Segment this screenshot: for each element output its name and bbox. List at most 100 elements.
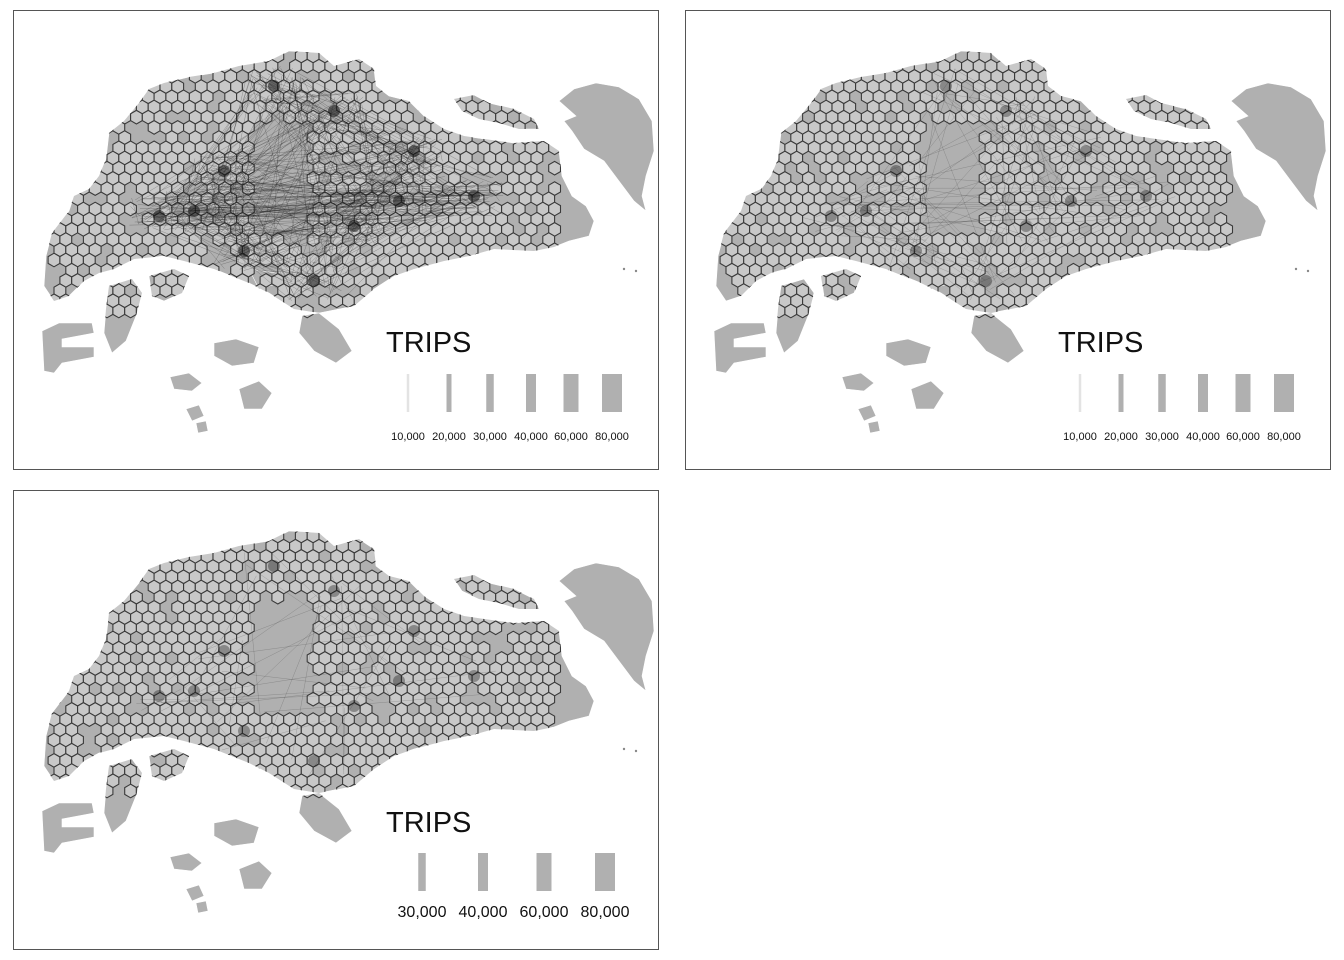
flow-line [346,129,429,164]
flow-line [385,145,504,216]
flow-line [898,123,1032,270]
hexagon-cell [124,783,137,799]
trip-hotspot [940,80,952,92]
hexagon-cell [188,752,202,768]
hexagon-cell [412,752,426,768]
flow-line [329,100,410,161]
hexagon-cell [1114,79,1128,95]
hexagon-cell [453,763,467,779]
hexagon-cell [1090,262,1104,278]
hexagon-cell [59,610,73,626]
flow-line [164,183,422,231]
flow-line [406,190,499,192]
hexagon-cell [395,763,408,779]
flow-line [933,73,1101,149]
flow-line [398,131,419,193]
hexagon-cell [212,752,226,768]
hexagon-cell [436,732,450,748]
hexagon-cell [94,589,108,605]
flow-line [249,94,314,267]
flow-line [170,68,277,209]
flow-line [321,234,364,273]
hexagon-cell [124,79,137,95]
flow-line [916,188,1006,278]
flow-line [353,96,380,228]
hexagon-cell [247,531,261,544]
hexagon-cell [1196,303,1210,319]
flow-line [243,204,483,271]
hexagon-cell [400,752,414,768]
flow-line [152,227,328,299]
hexagon-cell [884,293,898,309]
flow-line [173,199,358,219]
land-polygon [1230,82,1327,212]
flow-line [338,110,357,125]
flow-line [209,172,215,199]
flow-line [170,93,252,218]
hexagon-cell [130,548,143,564]
hexagon-cell [265,783,279,799]
hexagon-cell [1137,262,1151,278]
hexagon-cell [448,272,461,288]
hexagon-cell [424,89,438,105]
hexagon-cell [112,262,126,278]
hexagon-cell [819,303,833,319]
hexagon-cell [459,773,473,789]
hexagon-cell [448,569,461,585]
hexagon-cell [524,579,538,595]
hexagon-cell [1149,303,1163,319]
flow-line [144,102,309,221]
hexagon-cell [206,58,220,74]
hexagon-cell [306,232,320,248]
flow-line [831,206,911,270]
hexagon-cell [831,181,845,197]
hexagon-cell [542,589,556,605]
flow-line [255,125,320,260]
flow-line [324,93,477,208]
hexagon-cell [1220,58,1234,74]
hexagon-cell [271,589,285,605]
hexagon-cell [371,783,385,799]
hexagon-cell [59,51,73,64]
hexagon-cell [542,272,556,288]
hexagon-cell [542,51,556,64]
hexagon-cell [65,538,79,554]
hexagon-cell [412,89,426,105]
flow-line [167,213,427,221]
hexagon-cell [896,272,910,288]
hexagon-cell [1167,89,1181,105]
flow-line [181,218,370,229]
hexagon-cell [53,579,67,595]
flow-line [808,203,1124,206]
hexagon-cell [1143,293,1157,309]
flow-line [297,191,481,295]
hexagon-cell [71,130,84,146]
hexagon-cell [130,51,143,64]
flow-line [1014,162,1073,266]
legend-bar [486,374,494,412]
hexagon-cell [1173,283,1186,299]
flow-line [356,94,376,200]
hexagon-cell [731,150,745,166]
hexagon-cell [884,150,898,166]
hexagon-cell [424,752,438,768]
hexagon-cell [890,283,904,299]
hexagon-cell [548,303,562,319]
hexagon-cell [1155,109,1169,125]
flow-line [188,197,372,216]
hexagon-cell [1202,68,1216,84]
trip-hotspot [153,210,165,222]
hexagon-cell [807,303,821,319]
hexagon-cell [813,293,827,309]
flow-line [220,151,394,158]
hexagon-cell [389,68,402,84]
hexagon-cell [88,640,102,656]
hexagon-cell [542,109,556,125]
hexagon-cell [743,170,756,186]
flow-line [215,154,314,273]
land-polygon [841,372,875,392]
hexagon-cell [542,531,556,544]
flow-line [131,212,216,215]
hexagon-cell [1190,89,1204,105]
hexagon-cell [147,742,161,758]
